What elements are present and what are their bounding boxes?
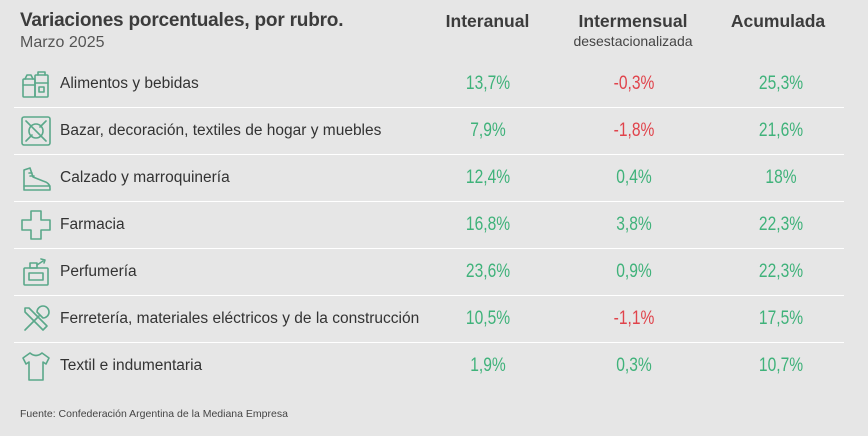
value-cell: 13,7% (465, 73, 511, 94)
shoe-icon (19, 161, 53, 195)
value-cell: 18% (765, 167, 797, 188)
table-row: Calzado y marroquinería 12,4% 0,4% 18% (14, 155, 844, 202)
value-cell: 25,3% (758, 73, 804, 94)
column-header-intermensual: Intermensual desestacionalizada (548, 11, 718, 49)
value-cell: 23,6% (465, 261, 511, 282)
column-header-acumulada: Acumulada (718, 11, 838, 32)
row-label: Ferretería, materiales eléctricos y de l… (60, 310, 420, 327)
value-cell: 0,9% (616, 261, 652, 282)
column-header-sublabel: desestacionalizada (573, 33, 693, 49)
value-cell: 22,3% (758, 214, 804, 235)
table-row: Ferretería, materiales eléctricos y de l… (14, 296, 844, 343)
pharmacy-cross-icon (19, 208, 53, 242)
column-header-label: Intermensual (578, 11, 688, 31)
value-cell: 17,5% (758, 308, 804, 329)
value-cell: 21,6% (758, 120, 804, 141)
value-cell: 7,9% (470, 120, 506, 141)
column-header-interanual: Interanual (430, 11, 545, 32)
value-cell: -1,8% (613, 120, 655, 141)
value-cell: 3,8% (616, 214, 652, 235)
perfume-icon (19, 255, 53, 289)
column-header-label: Acumulada (730, 11, 826, 31)
source-note: Fuente: Confederación Argentina de la Me… (20, 408, 288, 420)
chart-title: Variaciones porcentuales, por rubro. (20, 10, 344, 31)
table-row: Perfumería 23,6% 0,9% 22,3% (14, 249, 844, 296)
chart-subtitle: Marzo 2025 (20, 34, 105, 51)
data-table: Alimentos y bebidas 13,7% -0,3% 25,3% Bazar,… (14, 61, 844, 390)
row-label: Calzado y marroquinería (60, 169, 230, 186)
value-cell: -1,1% (613, 308, 655, 329)
column-header-label: Interanual (445, 11, 530, 31)
value-cell: 10,7% (758, 355, 804, 376)
row-label: Perfumería (60, 263, 137, 280)
value-cell: 1,9% (470, 355, 506, 376)
table-row: Bazar, decoración, textiles de hogar y m… (14, 108, 844, 155)
value-cell: -0,3% (613, 73, 655, 94)
value-cell: 16,8% (465, 214, 511, 235)
row-label: Alimentos y bebidas (60, 75, 199, 92)
tools-icon (19, 302, 53, 336)
table-row: Textil e indumentaria 1,9% 0,3% 10,7% (14, 343, 844, 390)
row-label: Bazar, decoración, textiles de hogar y m… (60, 122, 382, 139)
value-cell: 0,4% (616, 167, 652, 188)
table-row: Alimentos y bebidas 13,7% -0,3% 25,3% (14, 61, 844, 108)
value-cell: 22,3% (758, 261, 804, 282)
tshirt-icon (19, 349, 53, 383)
row-label: Textil e indumentaria (60, 357, 203, 374)
value-cell: 12,4% (465, 167, 511, 188)
value-cell: 10,5% (465, 308, 511, 329)
table-row: Farmacia 16,8% 3,8% 22,3% (14, 202, 844, 249)
grocery-bags-icon (19, 67, 53, 101)
plate-cutlery-icon (19, 114, 53, 148)
value-cell: 0,3% (616, 355, 652, 376)
row-label: Farmacia (60, 216, 125, 233)
